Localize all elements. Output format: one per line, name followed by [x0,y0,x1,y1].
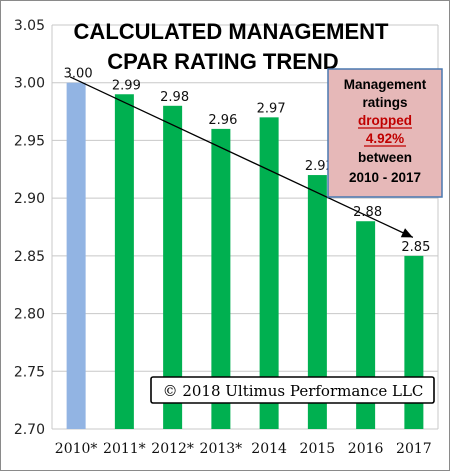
data-label: 2.85 [401,240,430,255]
annotation-line-5: between [358,150,412,165]
annotation-line-1: Management [344,77,427,92]
x-tick-label: 2013* [200,441,243,457]
annotation-background [327,68,443,198]
y-tick-label: 2.85 [14,249,45,265]
trend-arrow-head [400,228,413,238]
bar-2012 [163,105,183,430]
x-tick-label: 2015 [300,441,336,457]
data-label: 2.88 [353,205,382,220]
bar-2014 [259,117,279,429]
data-label: 3.00 [64,67,93,82]
x-tick-label: 2010* [55,441,98,457]
data-label: 2.92 [305,159,334,174]
trend-arrow [69,76,414,238]
copyright-text: © 2018 Ultimus Performance LLC [163,382,424,400]
bar-2010 [66,82,86,429]
x-tick-label: 2016 [348,441,384,457]
y-tick-label: 3.00 [14,76,45,92]
x-tick-label: 2011* [103,441,146,457]
x-tick-label: 2017 [396,441,432,457]
chart-title-line-2: CPAR RATING TREND [107,49,338,74]
annotation-line-4: 4.92% [366,131,404,146]
y-tick-label: 2.70 [14,422,45,438]
data-label: 2.98 [160,90,189,105]
copyright-background [150,376,435,404]
annotation-box: Management ratings dropped 4.92% between… [327,68,443,198]
bar-2015 [307,175,327,429]
y-tick-label: 2.90 [14,191,45,207]
x-axis-ticks: 2010* 2011* 2012* 2013* 2014 2015 2016 2017 [55,441,432,457]
data-label: 2.97 [257,101,286,116]
chart-title-line-1: CALCULATED MANAGEMENT [74,19,389,44]
data-label: 2.99 [112,78,141,93]
bar-2013 [211,128,231,429]
y-tick-label: 2.80 [14,307,45,323]
data-label: 2.96 [208,113,237,128]
y-tick-label: 2.75 [14,364,45,380]
copyright-box: © 2018 Ultimus Performance LLC [150,376,435,404]
annotation-line-6: 2010 - 2017 [349,170,421,185]
annotation-line-2: ratings [362,95,407,110]
y-axis-ticks: 3.05 3.00 2.95 2.90 2.85 2.80 2.75 2.70 [14,18,45,438]
annotation-line-3: dropped [358,113,412,128]
x-tick-label: 2014 [251,441,287,457]
x-tick-label: 2012* [151,441,194,457]
bar-2011 [114,94,134,429]
trend-arrow-line [69,76,414,238]
y-tick-label: 3.05 [14,18,45,34]
y-tick-label: 2.95 [14,133,45,149]
